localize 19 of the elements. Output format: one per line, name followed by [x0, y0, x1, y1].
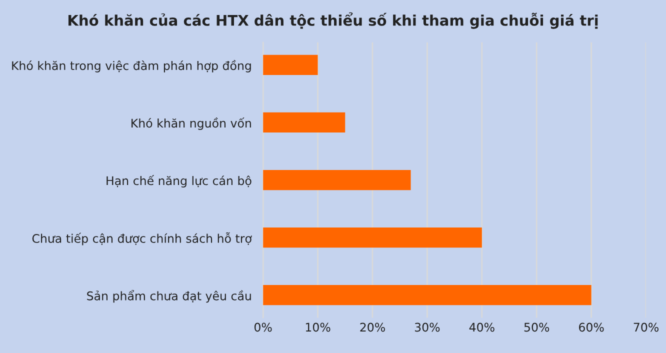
x-tick-label: 30%: [414, 322, 440, 332]
bar: [263, 170, 411, 190]
bar: [263, 54, 318, 76]
x-tick-label: 20%: [360, 322, 385, 332]
x-tick-label: 50%: [524, 322, 550, 332]
bar: [263, 285, 592, 306]
x-tick-label: 60%: [579, 322, 604, 332]
x-tick-label: 70%: [634, 322, 658, 332]
y-tick-label: Sản phẩm chưa đạt yêu cầu: [87, 290, 251, 303]
y-tick-label: Hạn chế năng lực cán bộ: [106, 175, 252, 188]
bar: [263, 112, 346, 133]
y-tick-label: Chưa tiếp cận được chính sách hỗ trợ: [32, 232, 252, 246]
x-tick-label: 0%: [254, 322, 272, 332]
chart-title: Khó khăn của các HTX dân tộc thiểu số khi tham gia chuỗi giá trị: [68, 12, 598, 29]
x-tick-label: 10%: [306, 322, 330, 332]
y-tick-label: Khó khăn nguồn vốn: [132, 118, 251, 130]
y-tick-label: Khó khăn trong việc đàm phán hợp đồng: [12, 60, 251, 72]
bar: [263, 228, 482, 248]
x-tick-label: 40%: [469, 322, 494, 332]
